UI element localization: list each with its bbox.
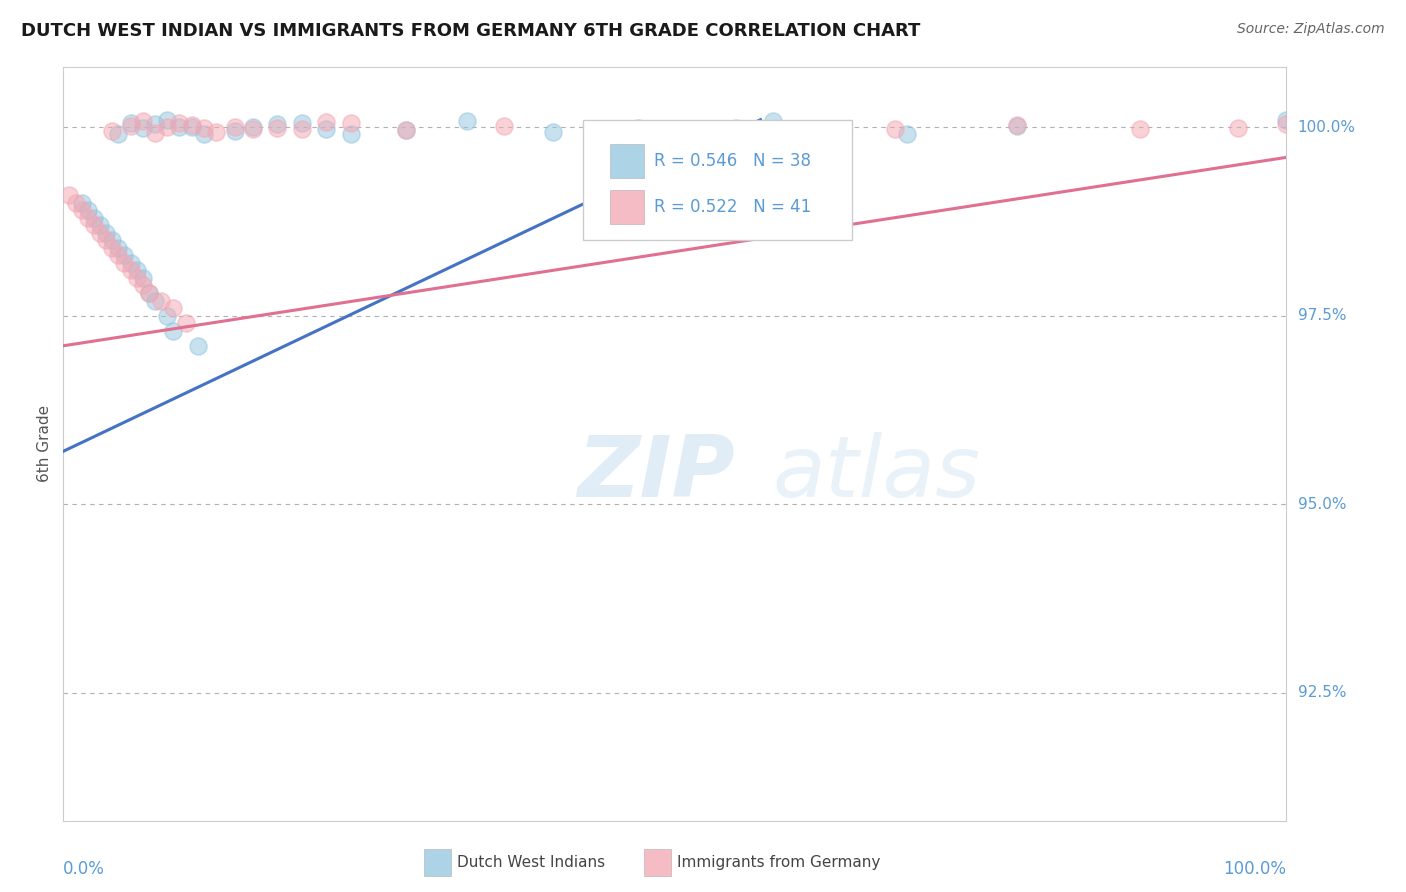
Text: 0.0%: 0.0% xyxy=(63,860,105,878)
Point xyxy=(125,263,148,277)
Text: atlas: atlas xyxy=(773,433,981,516)
Text: 92.5%: 92.5% xyxy=(1298,685,1346,700)
Point xyxy=(156,113,179,128)
Point xyxy=(315,115,337,129)
Point xyxy=(591,123,613,137)
Text: Source: ZipAtlas.com: Source: ZipAtlas.com xyxy=(1237,22,1385,37)
Point xyxy=(162,324,184,338)
Point xyxy=(224,120,246,135)
Point xyxy=(315,122,337,136)
Bar xyxy=(610,190,644,224)
Point xyxy=(1007,119,1029,133)
Text: 95.0%: 95.0% xyxy=(1298,497,1346,512)
Point xyxy=(1275,113,1298,128)
Point xyxy=(70,195,93,210)
Point xyxy=(143,117,166,131)
Point xyxy=(169,116,191,130)
Point xyxy=(114,248,135,262)
Point xyxy=(156,309,179,323)
Point xyxy=(76,211,98,225)
Point xyxy=(725,120,748,135)
Point xyxy=(132,278,155,293)
Point xyxy=(120,256,142,270)
Point xyxy=(83,211,105,225)
Point xyxy=(143,126,166,140)
Point xyxy=(1275,117,1298,131)
Point xyxy=(70,203,93,218)
Y-axis label: 6th Grade: 6th Grade xyxy=(37,405,52,483)
Point xyxy=(101,124,124,138)
Point xyxy=(193,120,215,135)
Point xyxy=(162,301,184,315)
Point xyxy=(884,122,907,136)
Point xyxy=(138,285,160,300)
Point xyxy=(193,127,215,141)
Point xyxy=(339,116,361,130)
Point xyxy=(107,241,129,255)
Text: Immigrants from Germany: Immigrants from Germany xyxy=(678,855,880,870)
Point xyxy=(266,120,288,135)
Point xyxy=(205,125,228,139)
Point xyxy=(180,120,202,135)
Point xyxy=(156,120,179,134)
Text: ZIP: ZIP xyxy=(576,433,735,516)
Point xyxy=(896,128,918,142)
Point xyxy=(541,124,564,138)
Point xyxy=(132,271,155,285)
Point xyxy=(242,120,264,135)
Point xyxy=(143,293,166,308)
Text: 97.5%: 97.5% xyxy=(1298,308,1346,323)
Point xyxy=(120,116,142,130)
Point xyxy=(94,233,117,247)
Point xyxy=(1129,122,1152,136)
Point xyxy=(456,114,478,128)
Text: R = 0.522   N = 41: R = 0.522 N = 41 xyxy=(654,198,811,216)
Point xyxy=(150,293,173,308)
Point xyxy=(101,241,124,255)
Point xyxy=(1226,120,1249,135)
Point xyxy=(132,114,155,128)
Bar xyxy=(644,848,671,876)
Point xyxy=(89,226,111,240)
Text: 100.0%: 100.0% xyxy=(1223,860,1286,878)
Point xyxy=(76,203,98,218)
Point xyxy=(107,248,129,262)
Point xyxy=(266,118,288,132)
Point xyxy=(89,218,111,232)
Point xyxy=(1007,118,1029,132)
Text: R = 0.546   N = 38: R = 0.546 N = 38 xyxy=(654,153,811,170)
Text: DUTCH WEST INDIAN VS IMMIGRANTS FROM GERMANY 6TH GRADE CORRELATION CHART: DUTCH WEST INDIAN VS IMMIGRANTS FROM GER… xyxy=(21,22,921,40)
Point xyxy=(291,122,314,136)
Bar xyxy=(425,848,451,876)
Point xyxy=(242,122,264,136)
Point xyxy=(169,120,191,134)
Point xyxy=(101,233,124,247)
Point xyxy=(125,271,148,285)
Point xyxy=(174,316,197,330)
Point xyxy=(138,285,160,300)
FancyBboxPatch shape xyxy=(583,120,852,240)
Text: 100.0%: 100.0% xyxy=(1298,120,1355,135)
Point xyxy=(120,263,142,277)
Point xyxy=(395,123,418,137)
Point xyxy=(627,120,650,135)
Point xyxy=(83,218,105,232)
Point xyxy=(132,121,155,136)
Text: Dutch West Indians: Dutch West Indians xyxy=(457,855,605,870)
Point xyxy=(291,115,314,129)
Point xyxy=(114,256,135,270)
Bar xyxy=(610,144,644,178)
Point xyxy=(107,127,129,141)
Point xyxy=(224,124,246,138)
Point xyxy=(65,195,87,210)
Point xyxy=(492,119,515,133)
Point xyxy=(94,226,117,240)
Point xyxy=(180,118,202,132)
Point xyxy=(762,113,785,128)
Point xyxy=(339,127,361,141)
Point xyxy=(395,123,418,137)
Point xyxy=(120,120,142,134)
Point xyxy=(187,339,209,353)
Point xyxy=(58,188,80,202)
